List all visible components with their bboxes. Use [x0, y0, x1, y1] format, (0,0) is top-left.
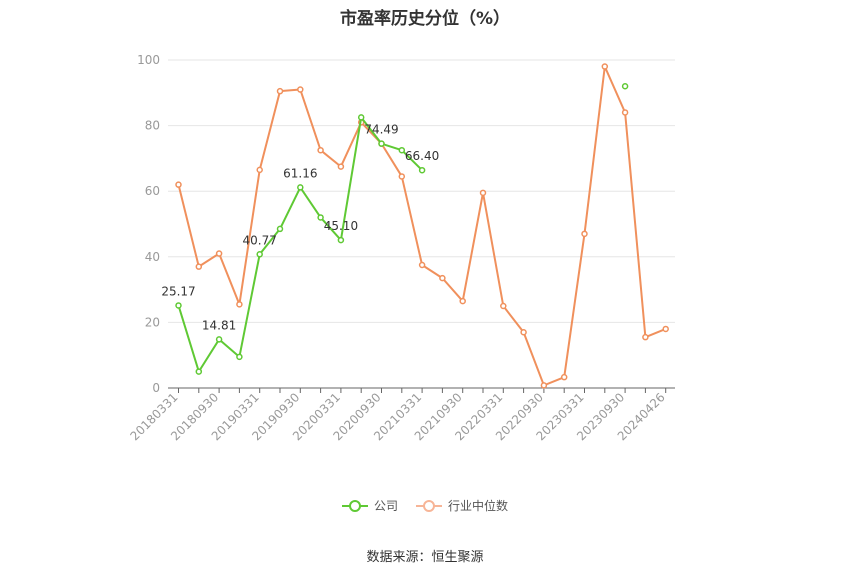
chart-title: 市盈率历史分位（%）: [339, 9, 511, 29]
series-0-line-0: [177, 116, 423, 373]
label-layer: 25.17 14.81 40.77 61.16 45.10 74.49 66.40: [161, 123, 439, 333]
data-label-2: 14.81: [202, 318, 236, 332]
series-1-point-24: [662, 325, 669, 333]
series-0-point-0: [175, 302, 182, 309]
series-1-point-23: [642, 333, 649, 341]
series-0-point-9: [357, 114, 365, 121]
series-1-point-0: [175, 181, 182, 188]
grid-layer: [168, 59, 675, 323]
axis-layer: 0204060801002018033120180930201903312019…: [128, 53, 675, 443]
y-tick-label-80: 80: [145, 119, 160, 133]
series-1-point-16: [500, 302, 507, 310]
series-0-point-3: [236, 353, 243, 361]
series-1-point-8: [337, 163, 345, 170]
legend-industry-marker: [416, 499, 442, 512]
data-label-12: 66.40: [405, 149, 439, 163]
series-1-point-17: [520, 328, 527, 336]
series-0-point-1: [195, 368, 203, 375]
y-tick-label-40: 40: [145, 250, 160, 264]
series-1-point-4: [256, 166, 263, 174]
series-1-point-2: [215, 250, 223, 257]
y-tick-label-60: 60: [145, 184, 160, 198]
legend-label-company: 公司: [373, 499, 398, 513]
series-0-point-22: [621, 82, 629, 90]
series-1-point-14: [459, 297, 466, 305]
series-1-point-20: [581, 230, 588, 238]
series-0-point-12: [418, 166, 426, 174]
series-0-point-6: [297, 184, 304, 191]
series-1-point-7: [317, 146, 324, 154]
series-0-point-11: [398, 146, 406, 154]
legend-item-company[interactable]: 公司: [341, 497, 398, 514]
legend: 公司 行业中位数: [0, 497, 850, 514]
y-tick-label-0: 0: [152, 381, 160, 395]
series-1-point-12: [418, 261, 426, 269]
legend-label-industry: 行业中位数: [448, 499, 509, 513]
legend-item-industry[interactable]: 行业中位数: [416, 497, 508, 514]
data-label-6: 61.16: [283, 166, 317, 180]
data-label-4: 40.77: [243, 233, 277, 247]
series-1-point-11: [398, 173, 406, 180]
y-tick-label-20: 20: [145, 315, 160, 329]
series-1-point-5: [276, 87, 284, 95]
series-1-point-21: [601, 63, 609, 70]
series-0-point-10: [378, 140, 385, 147]
series-1-point-6: [297, 86, 304, 93]
y-tick-label-100: 100: [137, 53, 160, 67]
data-label-10: 74.49: [364, 123, 398, 137]
series-0-point-2: [215, 336, 223, 343]
series-0-point-7: [317, 214, 324, 221]
series-1-line-0: [177, 65, 667, 387]
series-1-point-13: [439, 274, 446, 282]
series-layer: [175, 63, 669, 389]
series-1-point-1: [195, 263, 203, 270]
series-1-point-3: [236, 301, 243, 308]
series-0-point-5: [276, 225, 284, 233]
data-label-8: 45.10: [324, 219, 358, 233]
series-0-point-8: [337, 236, 345, 244]
data-label-0: 25.17: [161, 284, 195, 298]
series-1-point-18: [540, 382, 548, 389]
series-1-point-22: [621, 109, 629, 116]
series-0-point-4: [256, 251, 263, 258]
series-1-point-15: [479, 189, 487, 197]
legend-company-marker: [341, 499, 368, 512]
data-source: 数据来源：恒生聚源: [366, 550, 484, 565]
series-1-point-19: [560, 373, 568, 381]
